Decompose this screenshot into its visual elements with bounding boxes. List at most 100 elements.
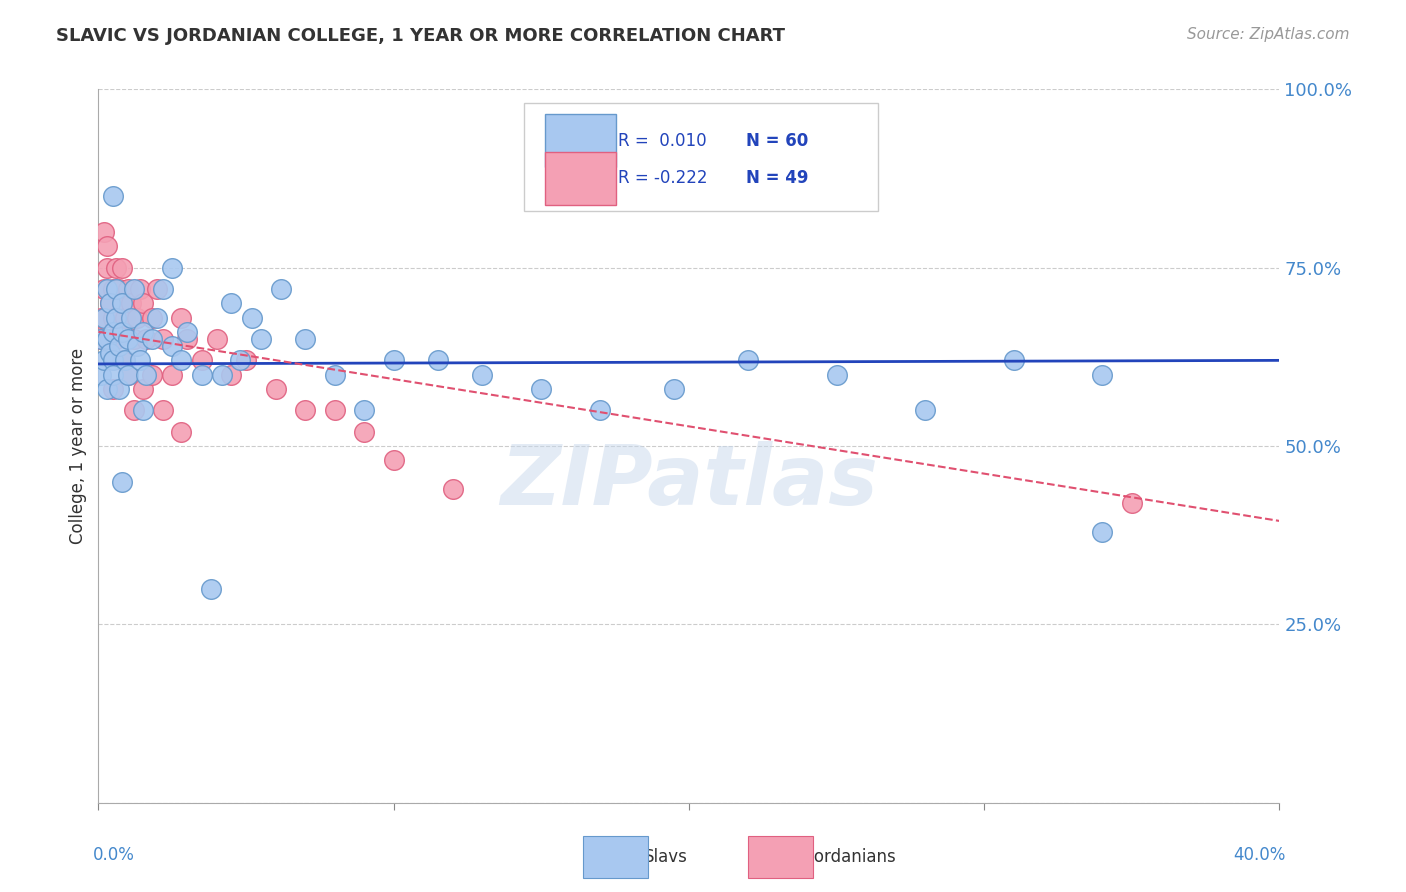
Point bbox=[103, 325, 125, 339]
Point bbox=[122, 282, 145, 296]
Point bbox=[96, 332, 118, 346]
Point bbox=[170, 425, 193, 439]
Point bbox=[132, 325, 155, 339]
Text: N = 49: N = 49 bbox=[745, 169, 808, 187]
Point bbox=[105, 260, 128, 275]
Point bbox=[250, 332, 273, 346]
Point bbox=[93, 225, 115, 239]
Point bbox=[108, 282, 131, 296]
Point bbox=[132, 296, 155, 310]
Point bbox=[240, 310, 263, 325]
Point bbox=[117, 332, 139, 346]
Point bbox=[128, 282, 150, 296]
Point bbox=[176, 332, 198, 346]
Point bbox=[98, 332, 121, 346]
Point bbox=[105, 282, 128, 296]
Point bbox=[191, 368, 214, 382]
Point bbox=[117, 368, 139, 382]
Point bbox=[98, 296, 121, 310]
Point bbox=[382, 353, 405, 368]
Point bbox=[135, 368, 157, 382]
Text: Jordanians: Jordanians bbox=[810, 848, 896, 866]
Point bbox=[105, 332, 128, 346]
Point bbox=[108, 339, 131, 353]
Point bbox=[114, 353, 136, 368]
Point bbox=[323, 403, 346, 417]
Text: ZIPatlas: ZIPatlas bbox=[501, 442, 877, 522]
Point bbox=[114, 310, 136, 325]
Point bbox=[125, 339, 148, 353]
Point bbox=[105, 310, 128, 325]
Point bbox=[90, 332, 112, 346]
Point bbox=[103, 282, 125, 296]
Point bbox=[294, 332, 316, 346]
Point bbox=[211, 368, 233, 382]
Point bbox=[200, 582, 222, 596]
Point bbox=[221, 368, 243, 382]
Point bbox=[152, 403, 174, 417]
Point bbox=[103, 353, 125, 368]
Y-axis label: College, 1 year or more: College, 1 year or more bbox=[69, 348, 87, 544]
Point bbox=[108, 382, 131, 396]
Point bbox=[103, 382, 125, 396]
Point bbox=[111, 475, 134, 489]
Point bbox=[737, 353, 759, 368]
Point bbox=[1121, 496, 1143, 510]
FancyBboxPatch shape bbox=[546, 114, 616, 168]
Point bbox=[90, 368, 112, 382]
Point bbox=[221, 296, 243, 310]
Point bbox=[146, 310, 169, 325]
Point bbox=[96, 382, 118, 396]
Point bbox=[111, 296, 134, 310]
Point bbox=[323, 368, 346, 382]
Point bbox=[135, 332, 157, 346]
Point bbox=[589, 403, 612, 417]
Point bbox=[353, 425, 375, 439]
Point bbox=[471, 368, 494, 382]
Point bbox=[120, 296, 142, 310]
Point bbox=[162, 339, 183, 353]
Point bbox=[229, 353, 252, 368]
Text: N = 60: N = 60 bbox=[745, 132, 808, 150]
Point bbox=[427, 353, 450, 368]
Point bbox=[128, 353, 150, 368]
Point bbox=[96, 239, 118, 253]
Point bbox=[111, 353, 134, 368]
Point bbox=[90, 332, 112, 346]
Point bbox=[152, 282, 174, 296]
FancyBboxPatch shape bbox=[748, 837, 813, 878]
Point bbox=[664, 382, 686, 396]
Point bbox=[125, 310, 148, 325]
Point bbox=[170, 310, 193, 325]
Point bbox=[264, 382, 287, 396]
Point bbox=[1091, 368, 1114, 382]
Point bbox=[530, 382, 553, 396]
Point bbox=[825, 368, 848, 382]
Point bbox=[170, 353, 193, 368]
FancyBboxPatch shape bbox=[546, 152, 616, 205]
Point bbox=[914, 403, 936, 417]
FancyBboxPatch shape bbox=[582, 837, 648, 878]
Point bbox=[93, 310, 115, 325]
Point bbox=[111, 296, 134, 310]
Point bbox=[270, 282, 292, 296]
Point bbox=[205, 332, 228, 346]
Point bbox=[132, 382, 155, 396]
Point bbox=[117, 282, 139, 296]
Text: 0.0%: 0.0% bbox=[93, 846, 135, 863]
Text: SLAVIC VS JORDANIAN COLLEGE, 1 YEAR OR MORE CORRELATION CHART: SLAVIC VS JORDANIAN COLLEGE, 1 YEAR OR M… bbox=[56, 27, 785, 45]
Point bbox=[382, 453, 405, 467]
Point bbox=[162, 260, 183, 275]
Text: Slavs: Slavs bbox=[644, 848, 688, 866]
Point bbox=[122, 403, 145, 417]
Point bbox=[108, 310, 131, 325]
Point bbox=[103, 310, 125, 325]
Point bbox=[122, 332, 145, 346]
Point bbox=[146, 282, 169, 296]
Point bbox=[294, 403, 316, 417]
Point bbox=[1091, 524, 1114, 539]
Point bbox=[96, 282, 118, 296]
Point bbox=[93, 353, 115, 368]
Point bbox=[141, 368, 163, 382]
Point bbox=[191, 353, 214, 368]
